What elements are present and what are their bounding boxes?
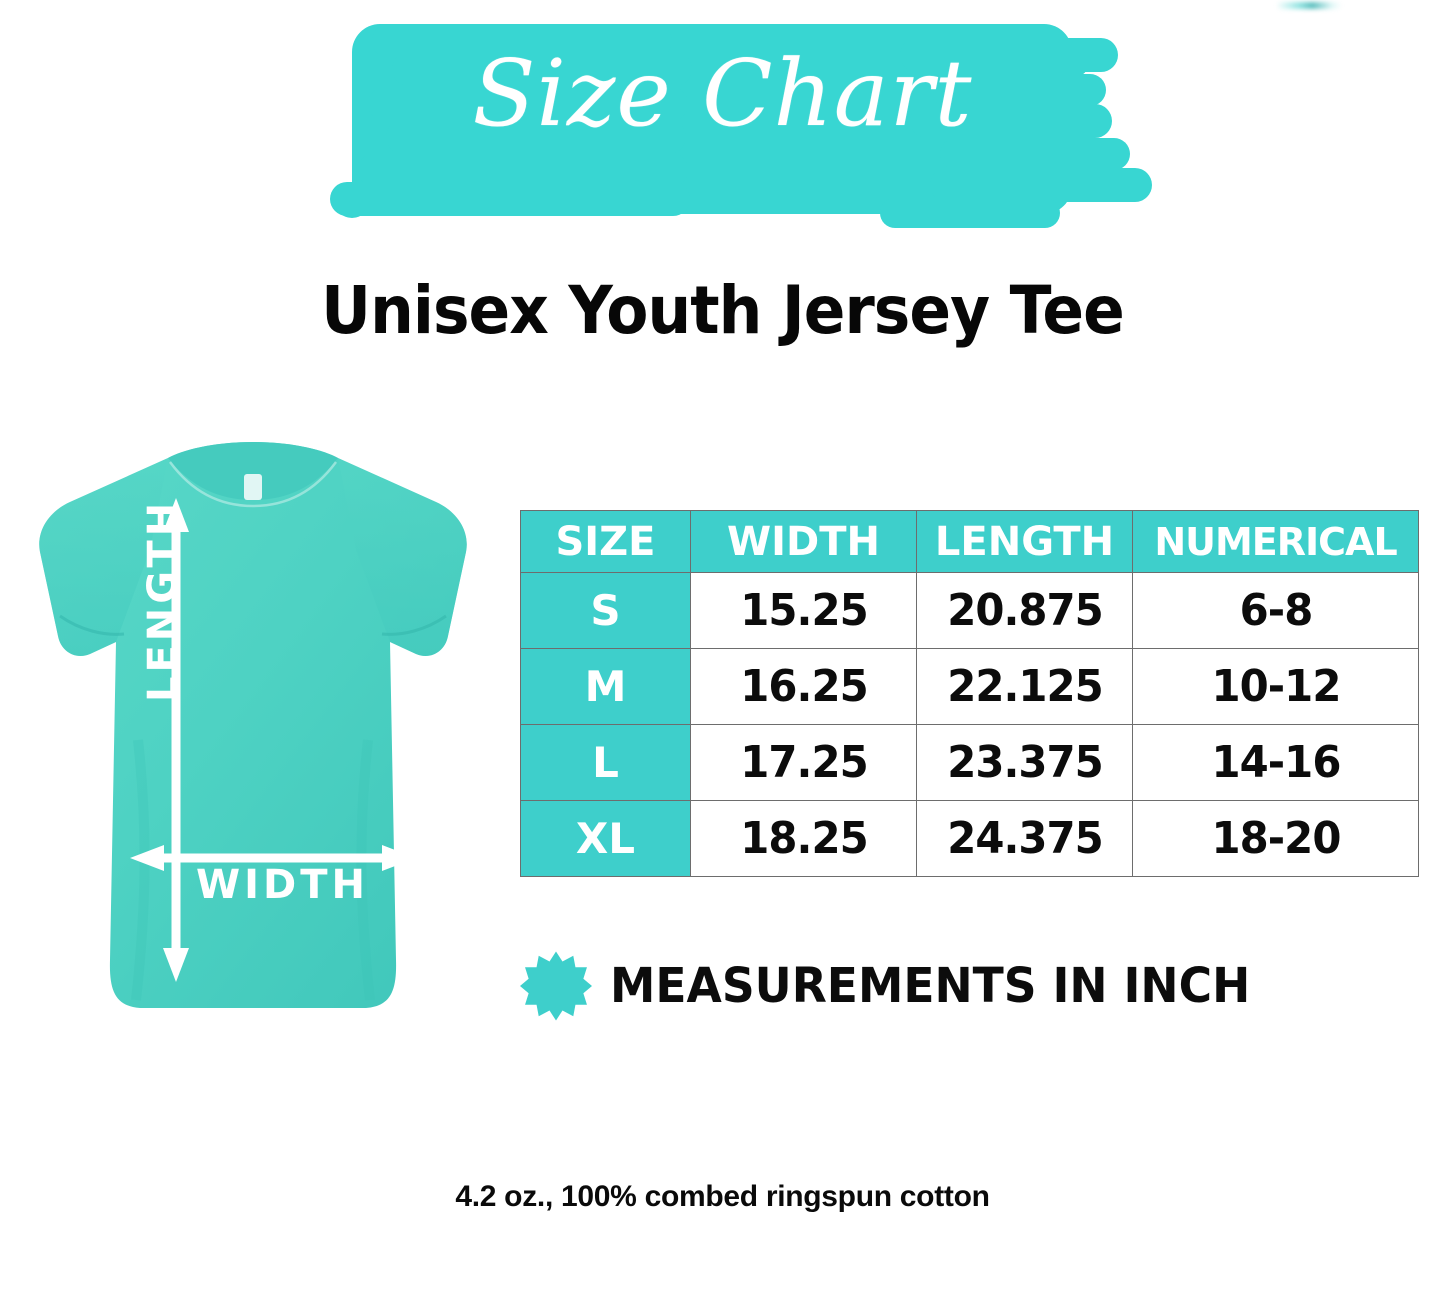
cell-width: 17.25 bbox=[695, 724, 912, 801]
cell-length: 24.375 bbox=[921, 800, 1128, 877]
cell-width: 16.25 bbox=[695, 648, 912, 725]
table-row: S 15.25 20.875 6-8 bbox=[520, 572, 1419, 649]
column-header-size: SIZE bbox=[520, 510, 691, 573]
cell-numerical: 6-8 bbox=[1139, 572, 1412, 649]
cell-size: L bbox=[520, 724, 691, 801]
page-title: Unisex Youth Jersey Tee bbox=[321, 272, 1125, 349]
table-row: L 17.25 23.375 14-16 bbox=[520, 724, 1419, 801]
banner-title: Size Chart bbox=[472, 40, 973, 147]
cell-numerical: 14-16 bbox=[1139, 724, 1412, 801]
length-measurement-label: LENGTH bbox=[140, 498, 186, 702]
cell-width: 15.25 bbox=[695, 572, 912, 649]
width-measurement-label: WIDTH bbox=[196, 862, 369, 908]
table-row: XL 18.25 24.375 18-20 bbox=[520, 800, 1419, 877]
column-header-numerical: NUMERICAL bbox=[1132, 510, 1419, 573]
cell-length: 20.875 bbox=[921, 572, 1128, 649]
table-row: M 16.25 22.125 10-12 bbox=[520, 648, 1419, 725]
column-header-length: LENGTH bbox=[916, 510, 1133, 573]
tshirt-illustration: LENGTH WIDTH bbox=[18, 440, 488, 1040]
table-header-row: SIZE WIDTH LENGTH NUMERICAL bbox=[520, 510, 1419, 573]
cell-size: S bbox=[520, 572, 691, 649]
banner: Size Chart bbox=[0, 0, 1445, 250]
measurement-note: MEASUREMENTS IN INCH bbox=[520, 946, 1420, 1026]
cell-size: M bbox=[520, 648, 691, 725]
cell-size: XL bbox=[520, 800, 691, 877]
column-header-width: WIDTH bbox=[690, 510, 917, 573]
size-chart-table: SIZE WIDTH LENGTH NUMERICAL S 15.25 20.8… bbox=[520, 510, 1419, 877]
cell-numerical: 10-12 bbox=[1139, 648, 1412, 725]
cell-width: 18.25 bbox=[695, 800, 912, 877]
tshirt-icon bbox=[39, 442, 467, 1008]
cell-numerical: 18-20 bbox=[1139, 800, 1412, 877]
fabric-description: 4.2 oz., 100% combed ringspun cotton bbox=[455, 1180, 990, 1213]
brush-stroke-banner-icon bbox=[330, 24, 1152, 228]
cell-length: 22.125 bbox=[921, 648, 1128, 725]
cell-length: 23.375 bbox=[921, 724, 1128, 801]
corner-brush-artifact bbox=[1276, 2, 1342, 9]
measurement-note-text: MEASUREMENTS IN INCH bbox=[610, 958, 1251, 1014]
starburst-icon bbox=[520, 951, 592, 1021]
